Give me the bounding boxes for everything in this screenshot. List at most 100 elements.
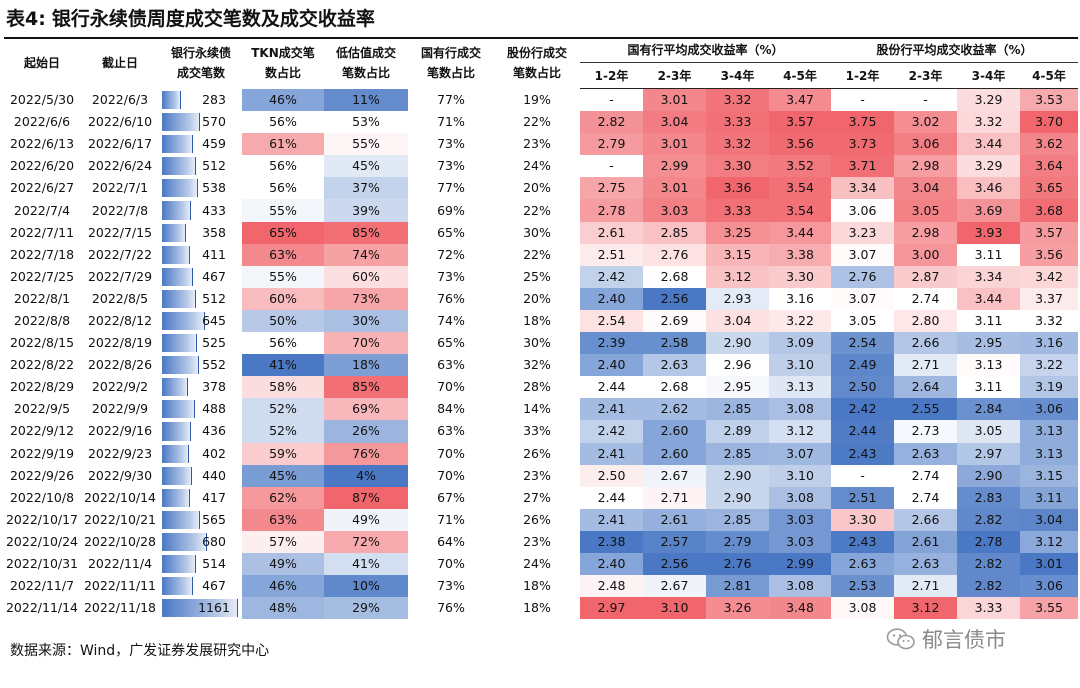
cell-state-yield-3-4: 2.85 (706, 508, 769, 531)
cell-low-valuation-share: 73% (324, 287, 408, 310)
cell-joint-yield-4-5: 3.13 (1020, 420, 1078, 443)
cell-state-yield-4-5: 3.30 (769, 265, 831, 288)
cell-state-yield-3-4: 2.76 (706, 552, 769, 576)
cell-trade-count: 358 (160, 222, 242, 244)
cell-joint-yield-3-4: 3.46 (957, 177, 1020, 200)
cell-joint-yield-2-3: 2.61 (894, 530, 957, 553)
trade-count-bar (162, 90, 182, 110)
trade-count-value: 514 (202, 556, 226, 572)
cell-tkn-share: 55% (242, 265, 324, 288)
header-tkn-share: TKN成交笔 数占比 (242, 38, 324, 89)
trade-count-bar (162, 400, 195, 419)
trade-count-bar (162, 444, 190, 463)
header-state-term-4-5: 4-5年 (769, 62, 831, 89)
cell-tkn-share: 52% (242, 398, 324, 421)
cell-joint-yield-3-4: 3.29 (957, 155, 1020, 178)
cell-joint-yield-1-2: 2.53 (831, 575, 894, 598)
table-number: 表4: (6, 8, 46, 30)
cell-joint-yield-1-2: 3.30 (831, 508, 894, 531)
table-row: 2022/6/27 2022/7/1 538 56% 37% 77% 20% 2.75 3.01… (4, 177, 1078, 200)
trade-count-value: 680 (202, 533, 226, 549)
cell-state-yield-1-2: 2.51 (580, 243, 643, 266)
cell-joint-yield-4-5: 3.22 (1020, 354, 1078, 377)
cell-trade-count: 525 (160, 332, 242, 354)
cell-joint-yield-2-3: 3.12 (894, 597, 957, 620)
cell-tkn-share: 60% (242, 287, 324, 310)
cell-state-yield-3-4: 3.32 (706, 88, 769, 112)
trade-count-value: 433 (202, 202, 226, 218)
cell-trade-count: 459 (160, 133, 242, 155)
cell-state-yield-3-4: 2.85 (706, 442, 769, 465)
cell-low-valuation-share: 53% (324, 111, 408, 134)
cell-state-yield-2-3: 2.56 (643, 287, 706, 310)
cell-end-date: 2022/8/5 (91, 290, 149, 306)
cell-trade-count: 512 (160, 155, 242, 177)
cell-state-yield-3-4: 2.90 (706, 464, 769, 487)
cell-state-yield-4-5: 3.16 (769, 287, 831, 310)
cell-tkn-share: 46% (242, 575, 324, 598)
cell-state-yield-2-3: 2.76 (643, 243, 706, 266)
cell-end-date: 2022/6/10 (87, 114, 153, 130)
cell-end-date: 2022/6/3 (91, 91, 149, 107)
cell-trade-count: 552 (160, 354, 242, 376)
cell-joint-yield-1-2: 3.34 (831, 177, 894, 200)
cell-low-valuation-share: 69% (324, 398, 408, 421)
cell-joint-yield-3-4: 3.13 (957, 354, 1020, 377)
cell-joint-yield-1-2: 2.63 (831, 552, 894, 576)
cell-end-date: 2022/8/19 (87, 335, 153, 351)
cell-state-yield-2-3: 2.61 (643, 508, 706, 531)
cell-joint-yield-2-3: 2.74 (894, 486, 957, 509)
cell-trade-count: 436 (160, 420, 242, 442)
header-state-term-2-3: 2-3年 (643, 62, 706, 89)
cell-joint-yield-3-4: 3.33 (957, 597, 1020, 620)
cell-joint-yield-1-2: 2.43 (831, 530, 894, 553)
cell-tkn-share: 65% (242, 221, 324, 244)
cell-state-yield-4-5: 3.08 (769, 398, 831, 421)
cell-joint-stock-share: 32% (523, 357, 551, 373)
cell-state-yield-4-5: 3.22 (769, 309, 831, 333)
cell-joint-yield-1-2: 2.43 (831, 442, 894, 465)
cell-state-yield-1-2: 2.40 (580, 287, 643, 310)
cell-end-date: 2022/7/22 (87, 246, 153, 262)
cell-joint-yield-4-5: 3.56 (1020, 243, 1078, 266)
cell-state-yield-2-3: 3.10 (643, 597, 706, 620)
header-joint-line1: 股份行成交 (506, 46, 567, 61)
trade-count-value: 459 (202, 136, 226, 152)
cell-joint-yield-2-3: 2.87 (894, 265, 957, 288)
cell-low-valuation-share: 39% (324, 199, 408, 222)
cell-end-date: 2022/7/15 (87, 224, 153, 240)
table-title: 表4: 银行永续债周度成交笔数及成交收益率 (6, 4, 375, 34)
cell-trade-count: 565 (160, 509, 242, 531)
cell-trade-count: 467 (160, 266, 242, 288)
cell-joint-yield-1-2: 3.75 (831, 111, 894, 134)
header-low-valuation-share: 低估值成交 笔数占比 (324, 38, 408, 89)
cell-state-bank-share: 77% (437, 180, 465, 196)
cell-state-yield-3-4: 3.12 (706, 265, 769, 288)
cell-joint-yield-2-3: 3.05 (894, 199, 957, 222)
cell-state-yield-4-5: 3.10 (769, 464, 831, 487)
cell-joint-yield-2-3: 3.06 (894, 133, 957, 156)
trade-count-value: 358 (202, 224, 226, 240)
header-state-term-1-2: 1-2年 (580, 62, 643, 89)
cell-joint-yield-2-3: 2.80 (894, 309, 957, 333)
title-rule (4, 37, 1078, 39)
cell-state-yield-1-2: 2.44 (580, 486, 643, 509)
cell-joint-stock-share: 33% (523, 423, 551, 439)
cell-low-valuation-share: 76% (324, 442, 408, 465)
cell-start-date: 2022/11/14 (5, 600, 79, 616)
watermark-text: 郁言债市 (922, 628, 1006, 652)
cell-end-date: 2022/10/14 (83, 489, 157, 505)
cell-joint-yield-4-5: 3.04 (1020, 508, 1078, 531)
cell-end-date: 2022/6/17 (87, 136, 153, 152)
header-start-date: 起始日 (23, 56, 60, 71)
cell-joint-stock-share: 14% (523, 401, 551, 417)
cell-tkn-share: 56% (242, 177, 324, 200)
cell-joint-yield-1-2: 3.07 (831, 287, 894, 310)
trade-count-bar (162, 245, 190, 264)
table-row: 2022/9/5 2022/9/9 488 52% 69% 84% 14% 2.41 2.62 2… (4, 398, 1078, 421)
header-state-term-3-4: 3-4年 (706, 62, 769, 89)
cell-joint-stock-share: 23% (523, 136, 551, 152)
cell-trade-count: 411 (160, 244, 242, 266)
cell-joint-yield-4-5: 3.16 (1020, 332, 1078, 355)
cell-tkn-share: 46% (242, 88, 324, 112)
